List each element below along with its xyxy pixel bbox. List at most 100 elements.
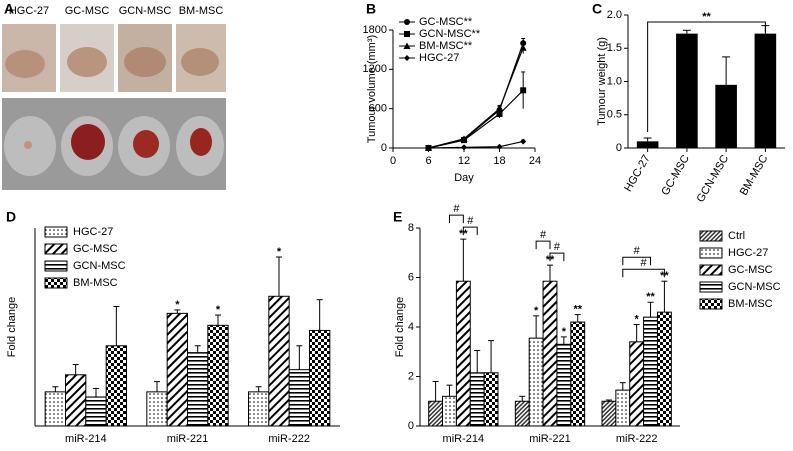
x-tick-label: GC-MSC (659, 153, 692, 198)
marker (519, 44, 527, 51)
y-tick-label: 0 (408, 420, 414, 432)
x-tick-label: miR-221 (167, 433, 209, 445)
x-axis-label: Day (454, 172, 474, 184)
x-tick-label: HGC-27 (622, 153, 653, 194)
marker (404, 19, 410, 25)
line (428, 140, 524, 149)
x-tick-label: miR-221 (529, 433, 571, 445)
bar (187, 352, 209, 427)
y-tick-label: 4 (408, 321, 414, 333)
bar (85, 396, 107, 427)
significance-label: * (562, 326, 567, 338)
mouse (124, 47, 166, 77)
marker (460, 135, 468, 142)
panel-letter: D (6, 209, 16, 225)
y-tick-label: 0 (381, 142, 387, 154)
bar (643, 316, 658, 427)
line (428, 47, 524, 149)
y-axis-label: Fold change (6, 297, 18, 358)
legend-label: GCN-MSC** (419, 28, 481, 40)
legend-swatch (699, 264, 723, 276)
photo-label: GCN-MSC (119, 5, 172, 17)
legend-label: GC-MSC (73, 243, 118, 255)
bar (676, 33, 698, 149)
bar (105, 345, 127, 427)
y-axis-label: Tumour volume (mm³) (366, 35, 378, 143)
tumour (190, 128, 212, 156)
bar (601, 400, 617, 427)
legend-label: HGC-27 (728, 247, 768, 259)
marker (404, 55, 410, 61)
bar (615, 389, 631, 427)
bracket (462, 226, 478, 236)
legend-label: Ctrl (728, 230, 745, 242)
y-tick-label: 2.0 (607, 9, 622, 21)
bar (629, 341, 645, 427)
bracket (622, 256, 652, 266)
bracket (549, 252, 565, 262)
y-tick-label: 1800 (363, 24, 387, 36)
tumour (133, 130, 159, 158)
significance-label: ** (646, 291, 655, 303)
bar (754, 33, 777, 149)
x-tick-label: 18 (493, 155, 505, 167)
bar (528, 337, 544, 427)
marker (425, 145, 432, 151)
y-tick-label: 0 (616, 142, 622, 154)
bar (542, 280, 558, 427)
photo-panel: A (2, 1, 226, 190)
tumour (71, 124, 105, 160)
x-tick-label: 24 (529, 155, 541, 167)
x-tick-label: 0 (390, 155, 396, 167)
legend-swatch (699, 247, 723, 259)
marker (404, 31, 410, 37)
y-tick-label: 1.0 (607, 75, 622, 87)
bar (44, 391, 67, 427)
bar (469, 372, 485, 427)
x-tick-label: miR-222 (268, 433, 310, 445)
bracket-label: # (453, 203, 460, 215)
significance-label: ** (573, 304, 582, 316)
significance-label: * (175, 299, 180, 311)
legend-label: GC-MSC** (419, 16, 473, 28)
y-axis-label: Tumour weight (g) (596, 37, 608, 126)
bar (570, 321, 586, 427)
significance-label: * (534, 305, 539, 317)
legend-swatch (44, 226, 68, 238)
bar (455, 280, 471, 427)
bar (483, 372, 499, 427)
bar (248, 391, 270, 427)
panel-letter: B (366, 1, 376, 17)
photo-label: HGC-27 (9, 5, 49, 17)
x-tick-label: BM-MSC (738, 153, 771, 198)
bar (656, 311, 672, 427)
photo-label: BM-MSC (179, 5, 224, 17)
bar (442, 395, 457, 427)
legend-swatch (44, 260, 68, 272)
bar (556, 343, 572, 427)
legend-swatch (699, 230, 723, 242)
y-tick-label: 600 (369, 103, 387, 115)
y-tick-label: 2 (408, 370, 414, 382)
tumour (24, 141, 32, 149)
marker (403, 42, 411, 49)
legend-swatch (44, 277, 68, 289)
legend-swatch (44, 243, 68, 255)
bar (146, 391, 168, 427)
y-tick-label: 1200 (363, 63, 387, 75)
bracket-label: # (540, 229, 547, 241)
bracket-label: # (634, 245, 641, 257)
significance-label: * (277, 246, 282, 258)
mouse (5, 50, 45, 78)
x-tick-label: GCN-MSC (695, 153, 732, 205)
bar (288, 369, 310, 427)
bar (636, 141, 659, 148)
bar (715, 84, 737, 148)
bracket (535, 240, 551, 250)
mouse (67, 47, 107, 77)
bar (65, 374, 87, 427)
bar (514, 400, 530, 427)
bracket (448, 214, 464, 224)
marker (520, 87, 527, 94)
